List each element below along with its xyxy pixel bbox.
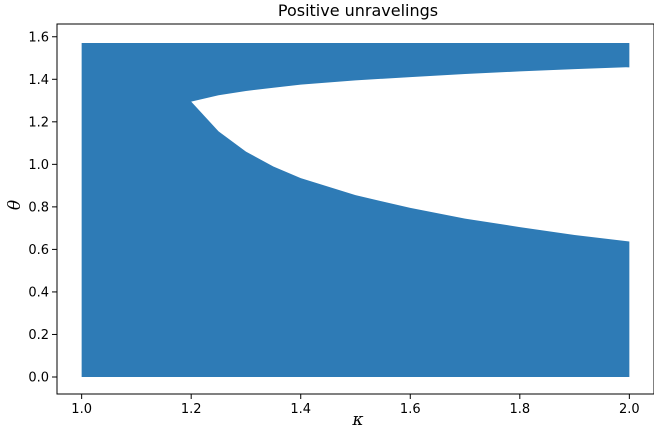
x-axis-ticks: 1.0 1.2 1.4 1.6 1.8 2.0 (71, 394, 640, 417)
y-axis-ticks: 0.0 0.2 0.4 0.6 0.8 1.0 1.2 1.4 1.6 (28, 30, 57, 385)
y-tick-label: 0.4 (28, 285, 49, 300)
y-tick-label: 1.6 (28, 30, 49, 45)
y-tick-label: 0.8 (28, 200, 49, 215)
x-tick-label: 1.8 (509, 402, 530, 417)
x-tick-label: 1.6 (400, 402, 421, 417)
x-tick-label: 1.4 (290, 402, 311, 417)
y-tick-label: 1.2 (28, 115, 49, 130)
x-tick-label: 1.2 (181, 402, 202, 417)
x-tick-label: 2.0 (619, 402, 640, 417)
axes-frame (56, 23, 654, 395)
x-axis-label: κ (351, 410, 363, 430)
y-tick-label: 0.2 (28, 328, 49, 343)
y-tick-label: 0.6 (28, 243, 49, 258)
y-tick-label: 1.4 (28, 73, 49, 88)
y-tick-label: 1.0 (28, 158, 49, 173)
y-axis-label: θ (5, 200, 25, 210)
feasible-region (81, 42, 630, 377)
x-tick-label: 1.0 (71, 402, 92, 417)
y-tick-label: 0.0 (28, 370, 49, 385)
plot-area (81, 42, 630, 377)
chart-title: Positive unravelings (278, 1, 438, 20)
